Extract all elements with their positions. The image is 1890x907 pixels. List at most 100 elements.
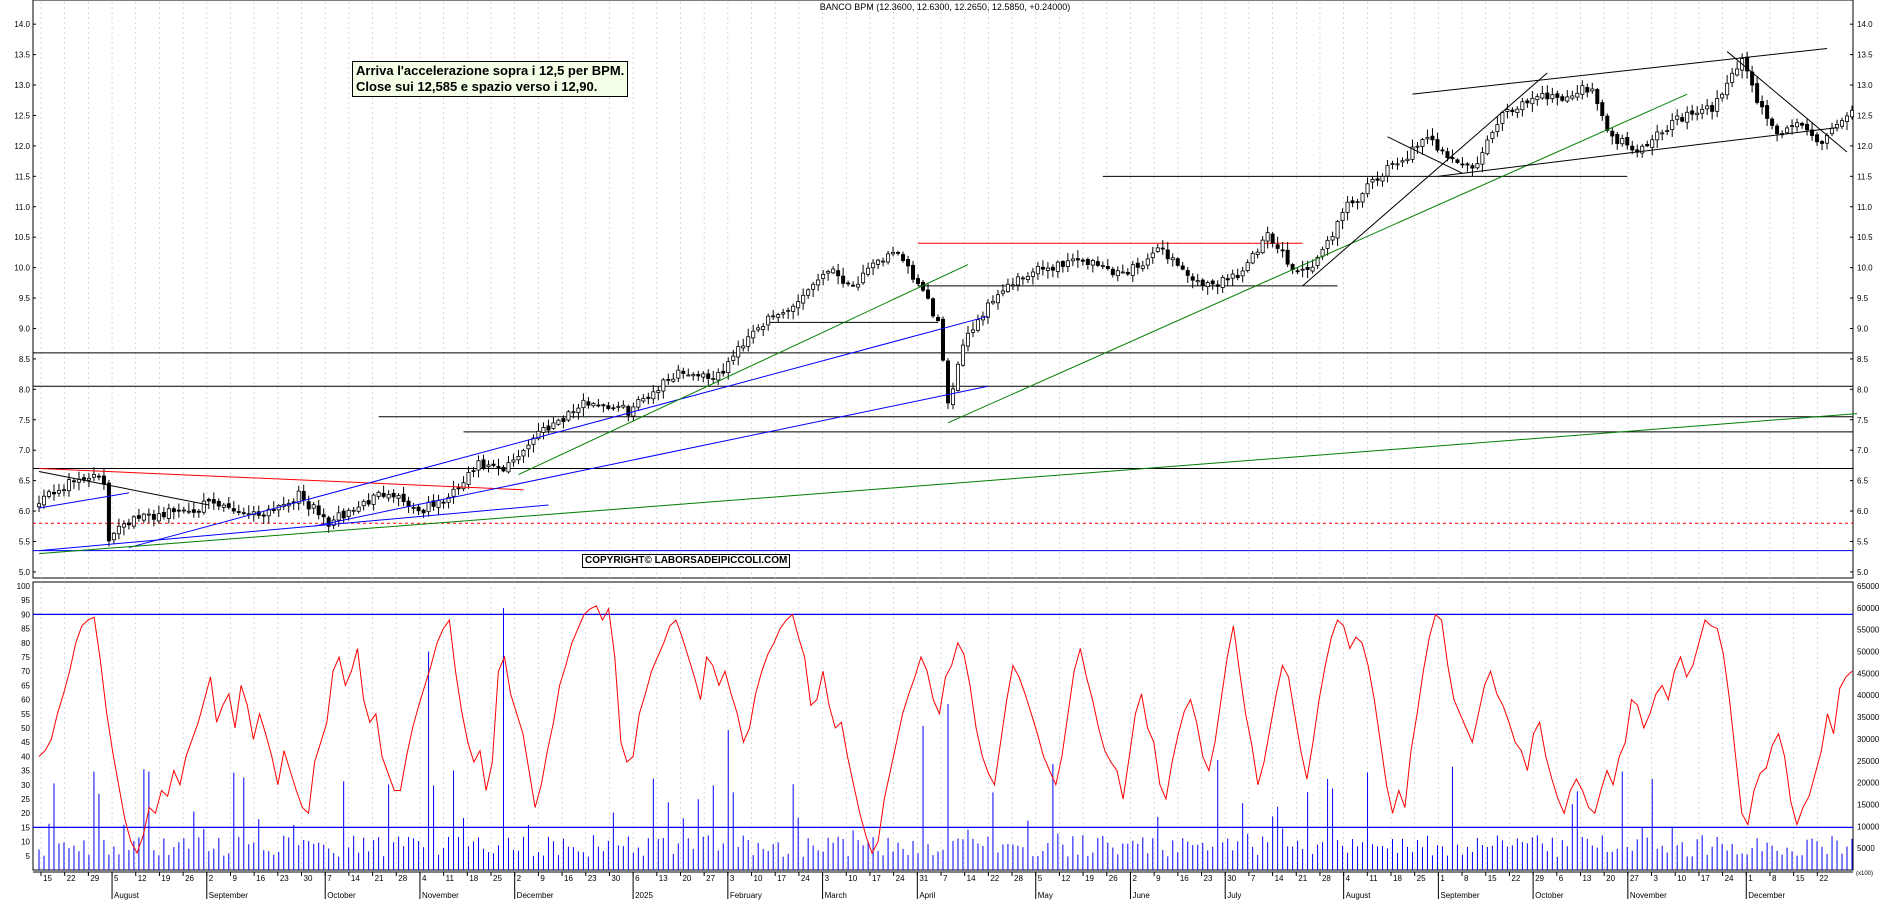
- date-tick-label: 9: [1156, 874, 1161, 883]
- candle-body: [131, 516, 136, 527]
- candle-body: [726, 361, 731, 373]
- date-tick-label: 1: [1748, 874, 1753, 883]
- candle-body: [201, 500, 206, 513]
- candle-body: [671, 378, 676, 382]
- candle-body: [1520, 101, 1525, 111]
- candle-body: [481, 459, 486, 469]
- candle-body: [316, 505, 321, 516]
- candle-body: [911, 264, 916, 280]
- date-tick-label: 17: [1701, 874, 1710, 883]
- month-label: September: [209, 891, 248, 900]
- date-tick-label: 29: [90, 874, 99, 883]
- candle-body: [441, 501, 446, 504]
- candle-body: [196, 510, 201, 513]
- candle-body: [1120, 271, 1125, 274]
- price-tick-label-right: 10.0: [1857, 264, 1873, 273]
- candle-body: [676, 369, 681, 379]
- oscillator-tick-label: 50: [21, 724, 30, 733]
- month-label: April: [919, 891, 935, 900]
- candle-body: [1335, 221, 1340, 239]
- oscillator-tick-label: 70: [21, 667, 30, 676]
- candle-body: [1245, 262, 1250, 271]
- date-tick-label: 7: [943, 874, 948, 883]
- candle-body: [831, 268, 836, 274]
- candle-body: [1765, 105, 1770, 119]
- candle-body: [1510, 109, 1515, 113]
- trend-line-1: [38, 467, 524, 491]
- date-tick-label: 16: [1180, 874, 1189, 883]
- candle-body: [211, 499, 216, 504]
- trend-line-3: [38, 504, 549, 552]
- candle-body: [1560, 96, 1565, 101]
- candle-body: [1220, 277, 1225, 288]
- candle-body: [156, 513, 161, 522]
- month-label: August: [1346, 891, 1372, 900]
- candle-body: [1360, 193, 1365, 203]
- price-tick-label-right: 9.0: [1857, 324, 1869, 333]
- price-tick-label-right: 7.5: [1857, 416, 1869, 425]
- candle-body: [1015, 276, 1020, 286]
- month-label: December: [1748, 891, 1785, 900]
- price-tick-label-left: 11.5: [15, 172, 31, 181]
- candle-body: [1295, 270, 1300, 273]
- candle-body: [701, 373, 706, 378]
- volume-tick-label: 40000: [1857, 691, 1880, 700]
- candle-body: [176, 509, 181, 512]
- candle-body: [1410, 146, 1415, 160]
- price-panel-frame: [32, 0, 1854, 579]
- candle-body: [1200, 279, 1205, 286]
- date-tick-label: 24: [896, 874, 905, 883]
- candle-body: [541, 427, 546, 433]
- candle-body: [596, 404, 601, 407]
- candle-body: [366, 500, 371, 505]
- candle-body: [821, 273, 826, 279]
- candle-body: [381, 492, 386, 497]
- candle-body: [995, 294, 1000, 304]
- candle-body: [970, 329, 975, 333]
- volume-tick-label: 60000: [1857, 604, 1880, 613]
- volume-tick-label: 30000: [1857, 735, 1880, 744]
- oscillator-tick-label: 65: [21, 681, 30, 690]
- candle-body: [636, 399, 641, 408]
- candle-body: [516, 456, 521, 461]
- candle-body: [1195, 280, 1200, 283]
- candle-body: [1680, 117, 1685, 122]
- candle-body: [1315, 256, 1320, 266]
- candle-body: [181, 509, 186, 512]
- candle-body: [1085, 259, 1090, 265]
- volume-tick-label: 45000: [1857, 669, 1880, 678]
- candle-body: [1455, 159, 1460, 163]
- candle-body: [521, 450, 526, 457]
- candle-body: [786, 309, 791, 312]
- date-tick-label: 15: [1488, 874, 1497, 883]
- candle-body: [711, 378, 716, 380]
- candle-body: [311, 504, 316, 509]
- oscillator-tick-label: 95: [21, 596, 30, 605]
- candle-body: [321, 514, 326, 518]
- candle-body: [926, 289, 931, 299]
- candle-body: [461, 482, 466, 490]
- date-tick-label: 2: [517, 874, 522, 883]
- candle-body: [1010, 284, 1015, 287]
- candle-body: [1495, 124, 1500, 133]
- candle-body: [1035, 265, 1040, 275]
- candle-body: [950, 388, 955, 406]
- candle-body: [1215, 284, 1220, 287]
- candle-body: [1305, 266, 1310, 270]
- candle-body: [1545, 92, 1550, 100]
- candle-body: [1385, 165, 1390, 177]
- candle-body: [446, 496, 451, 503]
- oscillator-tick-label: 80: [21, 639, 30, 648]
- candle-body: [626, 406, 631, 416]
- date-tick-label: 14: [1275, 874, 1284, 883]
- trend-line-13: [1726, 51, 1848, 153]
- price-tick-label-left: 13.0: [14, 81, 30, 90]
- candle-body: [266, 508, 271, 517]
- candle-body: [946, 360, 951, 404]
- month-label: September: [1440, 891, 1479, 900]
- trend-line-6: [518, 264, 969, 475]
- candle-body: [1045, 267, 1050, 271]
- candle-body: [431, 500, 436, 507]
- candle-body: [1700, 108, 1705, 114]
- candle-body: [406, 500, 411, 507]
